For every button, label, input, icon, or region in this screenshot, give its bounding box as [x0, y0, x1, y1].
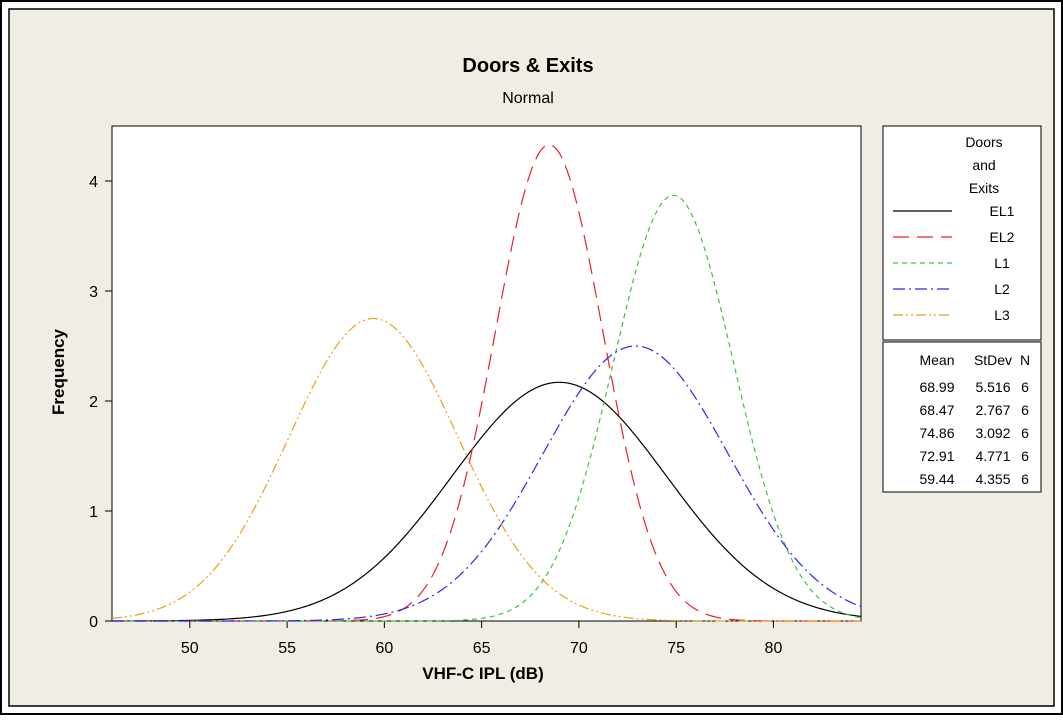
y-tick-label: 1: [89, 504, 98, 521]
y-tick-label: 4: [89, 174, 98, 191]
stats-table: Mean StDev N 68.99 5.516 6 68.47 2.767 6 74.86 3.0…: [919, 352, 1030, 487]
legend-title: Doors and Exits: [965, 134, 1002, 196]
x-tick-label: 75: [667, 640, 685, 657]
legend-title-line: and: [972, 157, 995, 173]
x-tick-label: 50: [181, 640, 199, 657]
stats-cell: 68.99: [919, 379, 954, 395]
y-tick-label: 3: [89, 284, 98, 301]
series-layer: [111, 144, 862, 622]
stats-cell: 6: [1021, 471, 1029, 487]
y-tick-label: 0: [89, 614, 98, 631]
x-tick-label: 60: [375, 640, 393, 657]
legend-label-l3: L3: [994, 307, 1010, 323]
stats-header-stdev: StDev: [974, 352, 1012, 368]
stats-cell: 72.91: [919, 448, 954, 464]
tick-layer: 50 55 60 65 70 75 80 0 1 2 3 4: [89, 174, 782, 657]
stats-cell: 4.771: [975, 448, 1010, 464]
stats-cell: 3.092: [975, 425, 1010, 441]
series-line-l2: [112, 345, 862, 622]
chart-title: Doors & Exits: [462, 55, 593, 77]
stats-cell: 59.44: [919, 471, 954, 487]
series-line-el2: [112, 144, 861, 622]
stats-cell: 74.86: [919, 425, 954, 441]
x-tick-label: 65: [473, 640, 491, 657]
legend-label-l1: L1: [994, 255, 1010, 271]
x-axis-label: VHF-C IPL (dB): [422, 664, 544, 683]
stats-cell: 6: [1021, 425, 1029, 441]
x-tick-label: 70: [570, 640, 588, 657]
legend-label-el2: EL2: [990, 229, 1015, 245]
chart-subtitle: Normal: [502, 90, 554, 107]
stats-cell: 6: [1021, 379, 1029, 395]
stats-cell: 6: [1021, 448, 1029, 464]
x-tick-label: 80: [765, 640, 783, 657]
stats-table-box: [882, 341, 1042, 493]
legend-title-line: Exits: [969, 180, 999, 196]
legend-label-el1: EL1: [990, 203, 1015, 219]
legend-box: [882, 125, 1042, 341]
plot-area: [111, 125, 862, 622]
stats-header-n: N: [1020, 352, 1030, 368]
series-line-el1: [112, 381, 862, 622]
y-tick-label: 2: [89, 394, 98, 411]
legend-title-line: Doors: [965, 134, 1002, 150]
stats-cell: 4.355: [975, 471, 1010, 487]
stats-cell: 6: [1021, 402, 1029, 418]
stats-header-mean: Mean: [919, 352, 954, 368]
stats-cell: 2.767: [975, 402, 1010, 418]
legend-label-l2: L2: [994, 281, 1010, 297]
stats-cell: 5.516: [975, 379, 1010, 395]
x-tick-label: 55: [278, 640, 296, 657]
stats-cell: 68.47: [919, 402, 954, 418]
legend-entries: EL1 EL2 L1 L2 L3: [893, 203, 1015, 323]
y-axis-label: Frequency: [49, 328, 68, 415]
